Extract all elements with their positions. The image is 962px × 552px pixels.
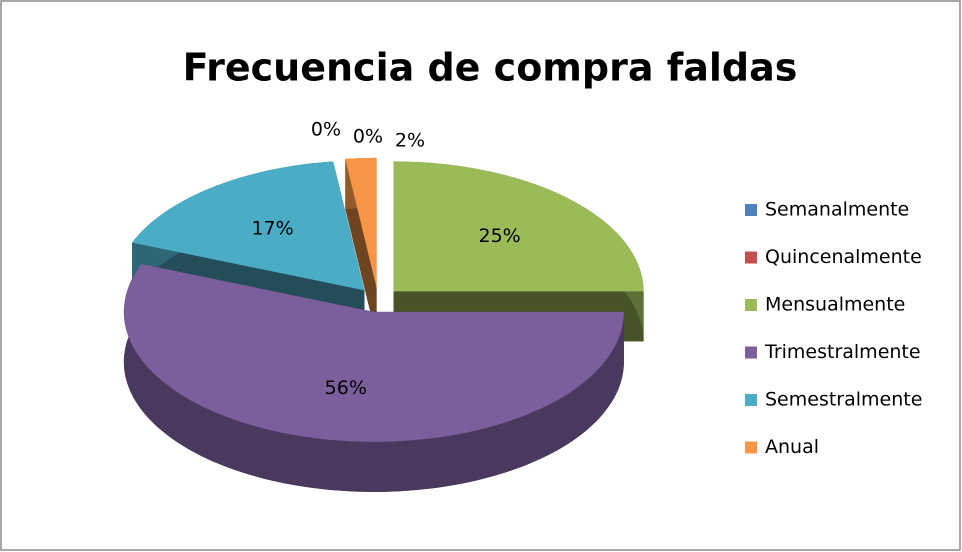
slice-top: [123, 264, 624, 442]
chart-title: Frecuencia de compra faldas: [183, 46, 798, 90]
slice-top: [345, 157, 377, 288]
data-label: 17%: [251, 217, 293, 239]
slice: [123, 264, 624, 492]
data-label: 25%: [479, 225, 521, 247]
legend-swatch: [745, 299, 757, 311]
legend-swatch: [745, 204, 757, 216]
legend-label: Anual: [765, 436, 819, 458]
slice: [345, 157, 377, 338]
data-label: 0%: [353, 126, 383, 148]
legend-swatch: [745, 251, 757, 264]
data-label: 0%: [311, 119, 341, 141]
legend-label: Quincenalmente: [765, 246, 922, 268]
legend-label: Trimestralmente: [764, 341, 921, 363]
legend-swatch: [745, 394, 757, 406]
slice-top: [393, 161, 644, 292]
slice-wall: [123, 264, 624, 492]
slice-top: [132, 161, 365, 291]
data-label: 56%: [325, 377, 367, 399]
legend-label: Semanalmente: [765, 199, 909, 221]
legend-label: Mensualmente: [765, 294, 905, 316]
slice: [393, 161, 644, 342]
legend-swatch: [745, 441, 757, 454]
legend-label: Semestralmente: [765, 389, 922, 411]
legend-swatch: [745, 346, 757, 359]
data-label: 2%: [395, 130, 425, 152]
